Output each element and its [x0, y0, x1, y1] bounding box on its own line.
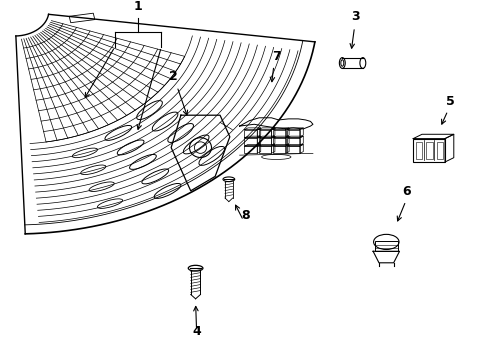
Text: 3: 3 [351, 10, 360, 23]
Text: 5: 5 [445, 95, 453, 108]
Text: 8: 8 [241, 210, 249, 222]
Bar [69, 13, 95, 23]
Text: 2: 2 [169, 70, 178, 83]
Text: 6: 6 [402, 185, 410, 198]
Text: 4: 4 [192, 325, 201, 338]
Text: 7: 7 [271, 50, 280, 63]
Text: 1: 1 [133, 0, 142, 13]
